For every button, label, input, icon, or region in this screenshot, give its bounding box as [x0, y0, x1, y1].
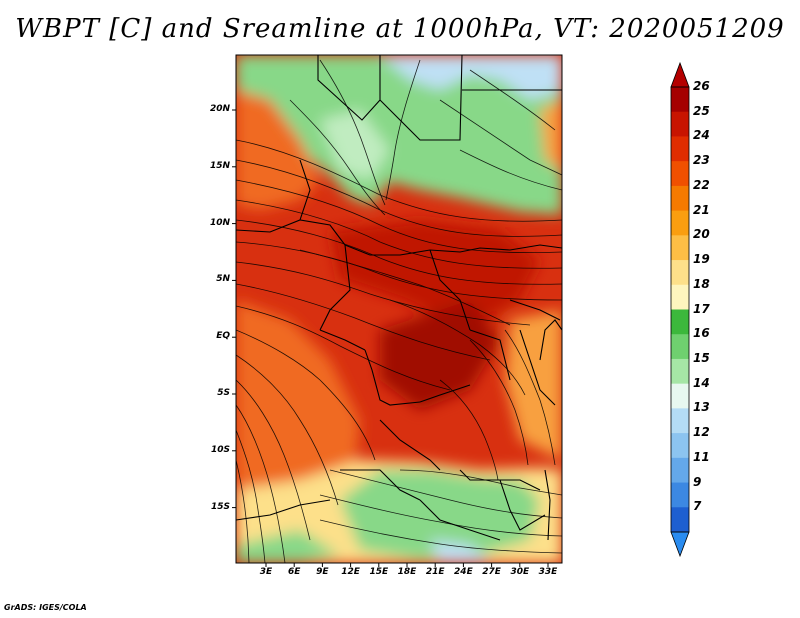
x-axis-label: 30E	[510, 567, 530, 577]
wbpt-field	[236, 55, 562, 563]
map-frame	[235, 54, 563, 564]
x-axis-label: 18E	[397, 567, 417, 577]
x-axis-label: 27E	[482, 567, 501, 577]
colorbar-swatch	[671, 87, 689, 113]
colorbar-label: 18	[693, 276, 710, 291]
y-axis-label: 5N	[216, 274, 230, 285]
colorbar-swatch	[671, 507, 689, 533]
colorbar-label: 23	[693, 153, 710, 168]
y-axis-label: 10S	[210, 444, 230, 455]
colorbar-label: 16	[693, 326, 710, 341]
colorbar-label: 26	[693, 79, 710, 93]
colorbar-swatch	[671, 482, 689, 508]
y-axis-label: 15S	[210, 501, 230, 512]
x-axis-label: 6E	[287, 567, 301, 577]
x-axis-label: 3E	[259, 567, 273, 577]
colorbar-label: 14	[693, 375, 710, 390]
colorbar-label: 25	[693, 103, 710, 118]
colorbar-label: 12	[693, 425, 710, 440]
colorbar-swatch	[671, 210, 689, 236]
colorbar-swatch	[671, 185, 689, 212]
colorbar-swatch	[671, 284, 689, 310]
x-axis-label: 24E	[454, 567, 473, 577]
colorbar-swatch	[671, 136, 689, 162]
colorbar-swatch	[671, 383, 689, 409]
credit-text: GrADS: IGES/COLA	[4, 603, 87, 612]
colorbar-label: 22	[693, 177, 710, 192]
chart-title: WBPT [C] and Sreamline at 1000hPa, VT: 2…	[15, 14, 785, 44]
colorbar-swatch	[671, 235, 689, 261]
colorbar-top-cap	[670, 61, 690, 88]
country-borders	[236, 55, 562, 541]
colorbar-swatch	[671, 433, 689, 459]
x-axis-label: 21E	[425, 567, 445, 577]
y-axis-label: 20N	[209, 104, 230, 114]
y-axis-label: 15N	[209, 160, 230, 171]
streamlines	[236, 59, 562, 563]
colorbar-swatch	[671, 408, 689, 434]
x-axis-label: 12E	[341, 567, 360, 577]
colorbar-label: 24	[693, 128, 710, 143]
colorbar-label: 9	[693, 474, 702, 489]
colorbar-label: 20	[693, 227, 710, 242]
colorbar-label: 15	[693, 350, 710, 365]
colorbar-swatch	[671, 334, 689, 360]
colorbar-label: 11	[693, 449, 710, 464]
colorbar-label: 17	[693, 301, 710, 316]
colorbar-swatch	[671, 457, 689, 484]
colorbar-label: 19	[693, 252, 710, 267]
colorbar-label: 7	[693, 499, 702, 514]
colorbar	[670, 61, 690, 558]
colorbar-swatch	[671, 161, 689, 187]
colorbar-outline	[670, 86, 690, 533]
x-axis-label: 15E	[369, 567, 389, 577]
colorbar-bottom-cap	[670, 531, 690, 558]
x-axis-label: 9E	[316, 567, 329, 577]
y-axis-label: EQ	[216, 331, 230, 342]
colorbar-label: 21	[693, 202, 710, 217]
colorbar-swatch	[671, 358, 689, 385]
x-axis-ticks	[265, 563, 549, 567]
y-axis-ticks	[232, 109, 236, 509]
y-axis-label: 10N	[209, 217, 230, 228]
colorbar-swatch	[671, 111, 689, 137]
colorbar-swatch	[671, 260, 689, 286]
colorbar-label: 13	[693, 400, 710, 415]
y-axis-label: 5S	[217, 388, 230, 398]
x-axis-label: 33E	[538, 567, 558, 577]
colorbar-swatch	[671, 309, 689, 335]
